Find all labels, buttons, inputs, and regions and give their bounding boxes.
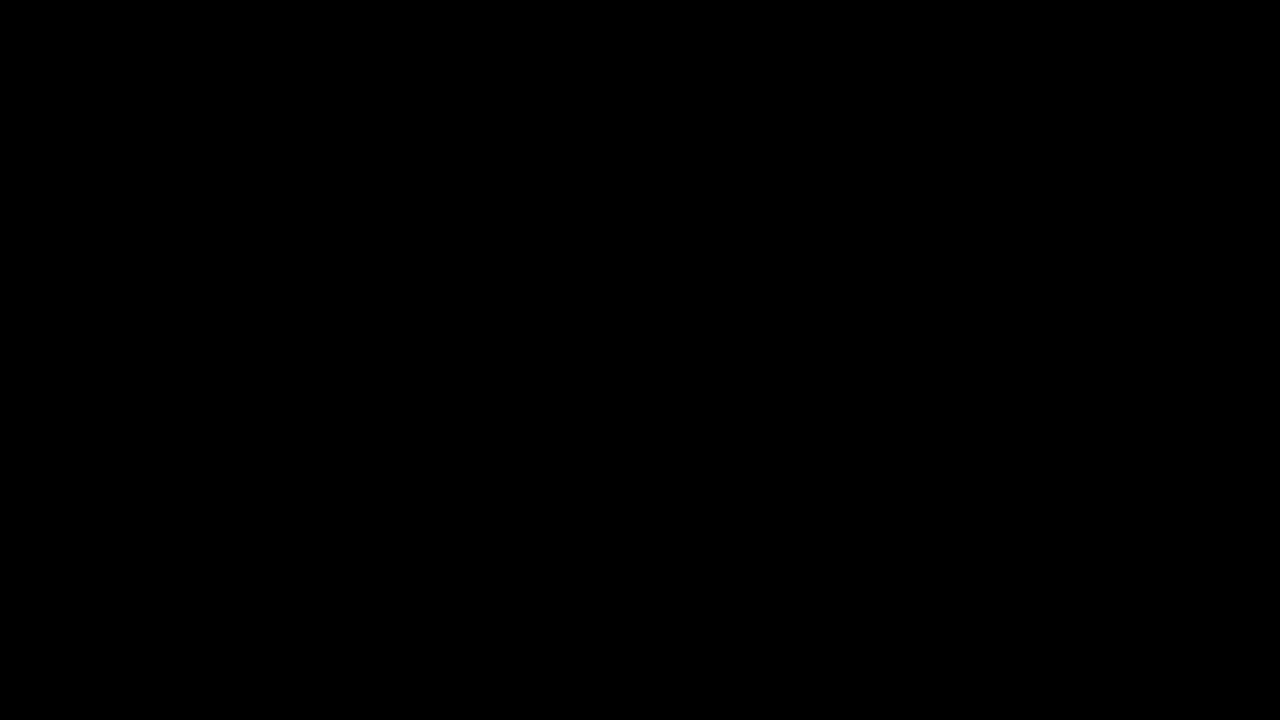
Text: P: P bbox=[742, 402, 762, 433]
Text: O: O bbox=[886, 252, 954, 335]
Text: =: = bbox=[782, 467, 809, 498]
Text: H: H bbox=[316, 531, 340, 563]
Text: 2: 2 bbox=[390, 531, 411, 563]
Text: =: = bbox=[782, 402, 809, 433]
Text: 3: 3 bbox=[824, 325, 860, 379]
Text: O: O bbox=[538, 252, 605, 335]
Text: 4: 4 bbox=[931, 325, 966, 379]
Text: 2: 2 bbox=[512, 325, 548, 379]
Text: =: = bbox=[356, 402, 383, 433]
Text: +: + bbox=[385, 252, 457, 335]
Text: O: O bbox=[316, 467, 340, 498]
Text: P: P bbox=[845, 252, 896, 335]
Text: Balance the following equation.: Balance the following equation. bbox=[207, 58, 536, 78]
Text: =: = bbox=[356, 531, 383, 563]
Text: 3: 3 bbox=[817, 531, 837, 563]
Text: 4: 4 bbox=[242, 325, 276, 379]
Text: =: = bbox=[782, 531, 809, 563]
Text: 10: 10 bbox=[325, 325, 397, 379]
Text: H: H bbox=[742, 531, 767, 563]
Text: 4: 4 bbox=[817, 467, 837, 498]
Text: P: P bbox=[316, 402, 335, 433]
Text: 4: 4 bbox=[390, 402, 411, 433]
Text: H: H bbox=[465, 252, 530, 335]
Text: =: = bbox=[356, 467, 383, 498]
Text: O: O bbox=[742, 467, 768, 498]
Text: P: P bbox=[197, 252, 248, 335]
Text: H: H bbox=[777, 252, 842, 335]
Text: 1: 1 bbox=[817, 402, 837, 433]
Text: O: O bbox=[282, 252, 349, 335]
Text: 11: 11 bbox=[390, 467, 431, 498]
